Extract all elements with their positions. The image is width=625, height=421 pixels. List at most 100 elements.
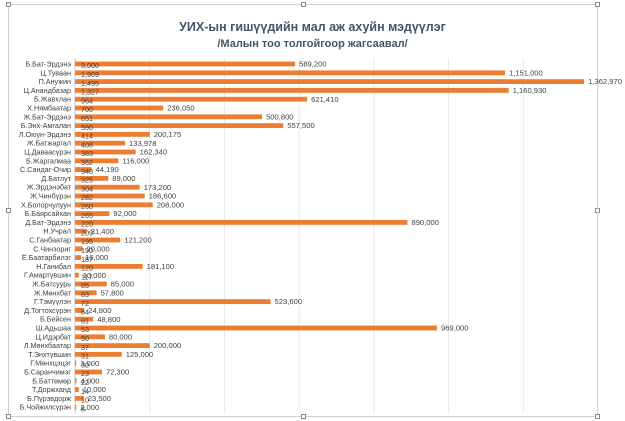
bar[interactable] (75, 360, 77, 366)
bar[interactable] (75, 272, 79, 278)
bar-inner-label: 31 (81, 352, 89, 361)
category-label: Ё.Баатарбилэг (22, 253, 72, 262)
bar[interactable] (75, 237, 121, 243)
bar[interactable] (75, 167, 92, 172)
bar-inner-label: 23 (81, 369, 89, 378)
data-label: 80,000 (109, 332, 132, 341)
resize-handle-top-left[interactable] (6, 2, 11, 7)
category-label: Ж.Батсуурь (32, 280, 71, 289)
category-label: Ж.Мөнхбат (34, 288, 72, 297)
bar[interactable] (75, 334, 105, 340)
bar[interactable] (75, 255, 81, 260)
bar-inner-label: 590 (81, 123, 93, 132)
bar-inner-label: 190 (81, 246, 93, 255)
bar[interactable] (75, 149, 136, 155)
bar[interactable] (75, 228, 87, 234)
category-label: Ц.Идэрбат (35, 332, 71, 341)
data-label: 557,500 (287, 121, 314, 130)
category-label: С.Чинзориг (33, 244, 71, 253)
bar[interactable] (75, 114, 263, 120)
bar[interactable] (75, 140, 126, 146)
bar[interactable] (75, 220, 408, 225)
bar[interactable] (75, 316, 94, 322)
bar-inner-label: 651 (81, 114, 93, 123)
bar-inner-label: 1,327 (81, 88, 99, 97)
category-label: Д.Тогтохсүрэн (24, 306, 71, 315)
bar[interactable] (75, 325, 437, 331)
data-label: 125,000 (126, 350, 153, 359)
bar[interactable] (75, 132, 150, 137)
bar-inner-label: 50 (81, 334, 89, 343)
data-label: 1,151,000 (509, 68, 543, 77)
data-label: 4,000 (80, 376, 99, 385)
bar[interactable] (75, 290, 97, 296)
resize-handle-bottom-left[interactable] (6, 414, 11, 419)
bar-inner-label: 30 (81, 360, 89, 369)
resize-handle-top-center[interactable] (301, 2, 306, 7)
category-label: С.Ганбаатар (29, 236, 71, 245)
data-label: 72,300 (106, 368, 129, 377)
bar-inner-label: 117 (81, 272, 92, 281)
bar[interactable] (75, 387, 79, 392)
resize-handle-middle-right[interactable] (595, 208, 600, 213)
resize-handle-middle-left[interactable] (6, 208, 11, 213)
data-label: 208,000 (157, 200, 184, 209)
bar[interactable] (75, 105, 164, 111)
category-label: Б.Саранчимэг (24, 368, 71, 377)
data-label: 57,800 (101, 288, 124, 297)
bar[interactable] (75, 96, 308, 102)
bar-inner-label: 8 (81, 404, 85, 413)
category-label: Х.Нямбаатар (27, 104, 71, 113)
data-label: 92,000 (113, 209, 136, 218)
bar-inner-label: 3,000 (81, 61, 99, 70)
bar[interactable] (75, 184, 140, 190)
chart-subtitle: /Малын тоо толгойгоор жагсаавал/ (217, 38, 408, 50)
bar-inner-label: 14 (81, 387, 89, 396)
bar[interactable] (75, 343, 150, 348)
bar-inner-label: 72 (81, 299, 89, 308)
bar[interactable] (75, 378, 77, 384)
bar[interactable] (75, 246, 83, 252)
bar[interactable] (75, 299, 271, 304)
resize-handle-bottom-center[interactable] (301, 414, 306, 419)
data-label: 236,050 (167, 104, 194, 113)
bar[interactable] (75, 308, 85, 313)
bar-inner-label: 85 (81, 281, 89, 290)
bar[interactable] (75, 396, 84, 401)
category-label: Ц.Анандбазар (24, 86, 71, 95)
category-label: Ц.Даваасүрэн (24, 148, 71, 157)
bar[interactable] (75, 79, 585, 84)
bar-inner-label: 362 (81, 158, 93, 167)
resize-handle-bottom-right[interactable] (595, 414, 600, 419)
data-label: 890,000 (411, 218, 438, 227)
data-label: 969,000 (441, 324, 468, 333)
bar[interactable] (75, 211, 110, 216)
bar[interactable] (75, 352, 122, 357)
bar[interactable] (75, 369, 103, 375)
bar-inner-label: 187 (81, 255, 93, 264)
category-label: Б.Жаргалмаа (26, 156, 71, 165)
bar[interactable] (75, 193, 145, 199)
bar[interactable] (75, 202, 153, 208)
data-label: 44,190 (96, 165, 119, 174)
data-label: 20,000 (86, 244, 109, 253)
data-label: 23,500 (88, 394, 111, 403)
bar[interactable] (75, 70, 505, 76)
bar[interactable] (75, 61, 296, 67)
data-label: 48,800 (97, 315, 120, 324)
bar[interactable] (75, 264, 143, 269)
bar[interactable] (75, 404, 77, 410)
bar[interactable] (75, 158, 119, 164)
bar-inner-label: 964 (81, 96, 93, 105)
bar[interactable] (75, 88, 509, 93)
data-label: 200,000 (154, 341, 181, 350)
bar-inner-label: 700 (81, 105, 93, 114)
bar[interactable] (75, 281, 107, 287)
bar[interactable] (75, 123, 284, 128)
bar[interactable] (75, 176, 109, 181)
resize-handle-top-right[interactable] (595, 2, 600, 7)
data-label: 1,362,970 (588, 77, 622, 86)
chart-title: УИХ-ын гишүүдийн мал аж ахуйн мэдүүлэг (179, 20, 446, 34)
category-label: Б.Баттөмөр (32, 376, 71, 385)
